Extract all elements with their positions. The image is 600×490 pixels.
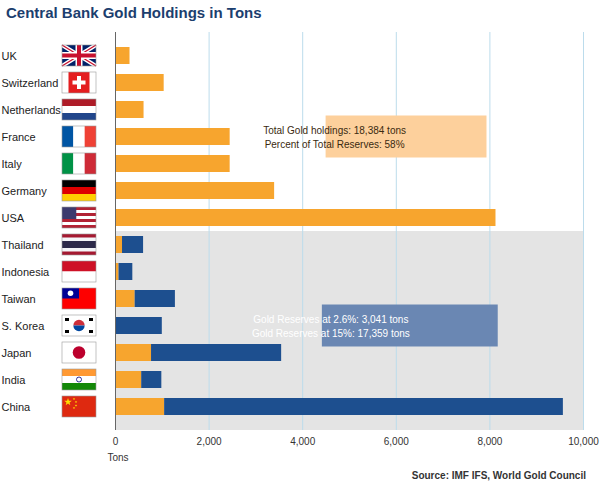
svg-text:Gold Reserves at 2.6%: 3,041 t: Gold Reserves at 2.6%: 3,041 tons — [253, 314, 408, 325]
svg-text:Total Gold holdings: 18,384 to: Total Gold holdings: 18,384 tons — [263, 125, 406, 136]
svg-text:Netherlands: Netherlands — [2, 104, 62, 116]
svg-text:Germany: Germany — [2, 185, 48, 197]
svg-text:Taiwan: Taiwan — [2, 293, 36, 305]
svg-text:Italy: Italy — [2, 158, 23, 170]
html-text:Source: IMF IFS, World Gold Co: Source: IMF IFS, World Gold Council — [411, 470, 586, 481]
svg-text:France: France — [2, 131, 36, 143]
svg-text:Japan: Japan — [2, 347, 32, 359]
svg-text:8,000: 8,000 — [477, 436, 502, 447]
svg-text:UK: UK — [2, 50, 18, 62]
svg-text:Gold Reserves at 15%: 17,359 t: Gold Reserves at 15%: 17,359 tons — [252, 328, 410, 339]
svg-text:6,000: 6,000 — [384, 436, 409, 447]
svg-text:Indonesia: Indonesia — [2, 266, 51, 278]
svg-text:Thailand: Thailand — [2, 239, 44, 251]
svg-text:0: 0 — [113, 436, 119, 447]
svg-text:2,000: 2,000 — [197, 436, 222, 447]
svg-text:India: India — [2, 374, 27, 386]
svg-text:Tons: Tons — [108, 452, 129, 463]
svg-text:Switzerland: Switzerland — [2, 77, 59, 89]
svg-text:USA: USA — [2, 212, 25, 224]
svg-text:S. Korea: S. Korea — [2, 320, 46, 332]
html-text:Central Bank Gold Holdings in: Central Bank Gold Holdings in Tons — [6, 4, 262, 21]
svg-text:China: China — [2, 401, 32, 413]
svg-text:Percent of Total Reserves: 58%: Percent of Total Reserves: 58% — [265, 139, 405, 150]
svg-text:10,000: 10,000 — [568, 436, 599, 447]
svg-text:4,000: 4,000 — [290, 436, 315, 447]
